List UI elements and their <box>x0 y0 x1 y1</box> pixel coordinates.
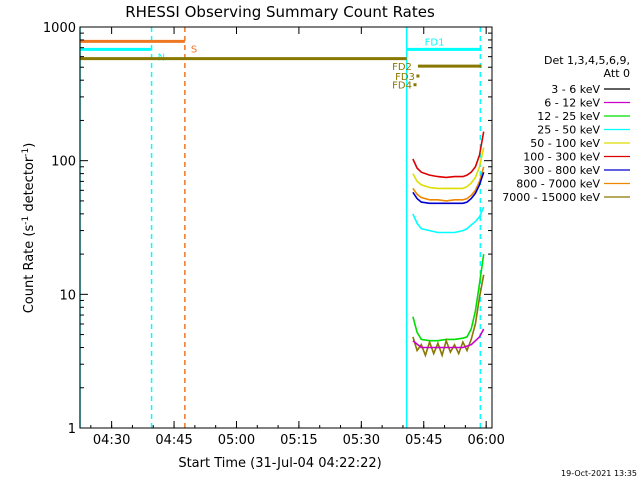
y-tick-label-0: 1 <box>68 422 76 437</box>
flag-mark-fd4 <box>413 83 417 87</box>
x-tick-label-6: 06:00 <box>467 433 504 448</box>
series-line-5 <box>412 253 485 342</box>
flag-label-fd1: FD1 <box>425 37 445 48</box>
legend-header-attenuator: Att 0 <box>604 67 630 80</box>
x-tick-label-5: 05:45 <box>405 433 442 448</box>
legend-header-detectors: Det 1,3,4,5,6,9, <box>544 54 630 67</box>
axis-ticks: 04:30 04:45 05:00 05:15 05:30 05:45 06:00 1 10 10… <box>43 21 505 448</box>
series-line-4 <box>412 206 485 234</box>
x-tick-label-3: 05:15 <box>280 433 317 448</box>
legend-label-4: 50 - 100 keV <box>530 137 600 150</box>
flag-mark-fd3 <box>416 74 420 78</box>
series-line-6 <box>412 274 485 358</box>
y-axis-label-end: ) <box>22 143 37 148</box>
x-tick-label-0: 04:30 <box>93 433 130 448</box>
y-axis-label-tail: detector <box>22 156 37 216</box>
y-tick-label-3: 1000 <box>43 21 76 36</box>
legend-label-1: 6 - 12 keV <box>544 97 600 110</box>
legend-label-0: 3 - 6 keV <box>551 83 600 96</box>
legend-label-2: 12 - 25 keV <box>537 110 600 123</box>
flag-label-fd2: FD2 <box>392 62 412 73</box>
series-line-3 <box>412 171 485 205</box>
series-lines <box>412 131 485 358</box>
x-tick-label-1: 04:45 <box>155 433 192 448</box>
legend-label-5: 100 - 300 keV <box>523 151 600 164</box>
y-axis-label-exp1: -1 <box>21 216 31 225</box>
chart-title: RHESSI Observing Summary Count Rates <box>125 3 435 21</box>
y-axis-label-exp2: -1 <box>21 148 31 157</box>
series-line-0 <box>412 131 485 179</box>
flag-bars: SNFD1FD2FD3FD4 <box>80 37 482 92</box>
legend-label-7: 800 - 7000 keV <box>516 178 600 191</box>
legend-label-6: 300 - 800 keV <box>523 164 600 177</box>
x-tick-label-4: 05:30 <box>343 433 380 448</box>
generated-timestamp: 19-Oct-2021 13:35 <box>561 469 637 478</box>
legend-label-3: 25 - 50 keV <box>537 124 600 137</box>
flag-label-fd4: FD4 <box>392 81 412 92</box>
flag-label-s: S <box>191 44 197 55</box>
plot-frame <box>79 26 493 429</box>
y-axis-label-main: Count Rate (s <box>22 225 37 314</box>
series-line-7 <box>412 328 485 349</box>
series-line-1 <box>412 147 485 190</box>
y-axis-label: Count Rate (s-1 detector-1) <box>21 143 37 314</box>
legend-label-8: 7000 - 15000 keV <box>502 191 600 204</box>
y-tick-label-1: 10 <box>59 288 76 303</box>
flag-label-fd3: FD3 <box>395 72 415 83</box>
y-tick-label-2: 100 <box>51 155 76 170</box>
x-axis-label: Start Time (31-Jul-04 04:22:22) <box>178 456 381 471</box>
x-tick-label-2: 05:00 <box>218 433 255 448</box>
series-line-2 <box>412 166 485 202</box>
